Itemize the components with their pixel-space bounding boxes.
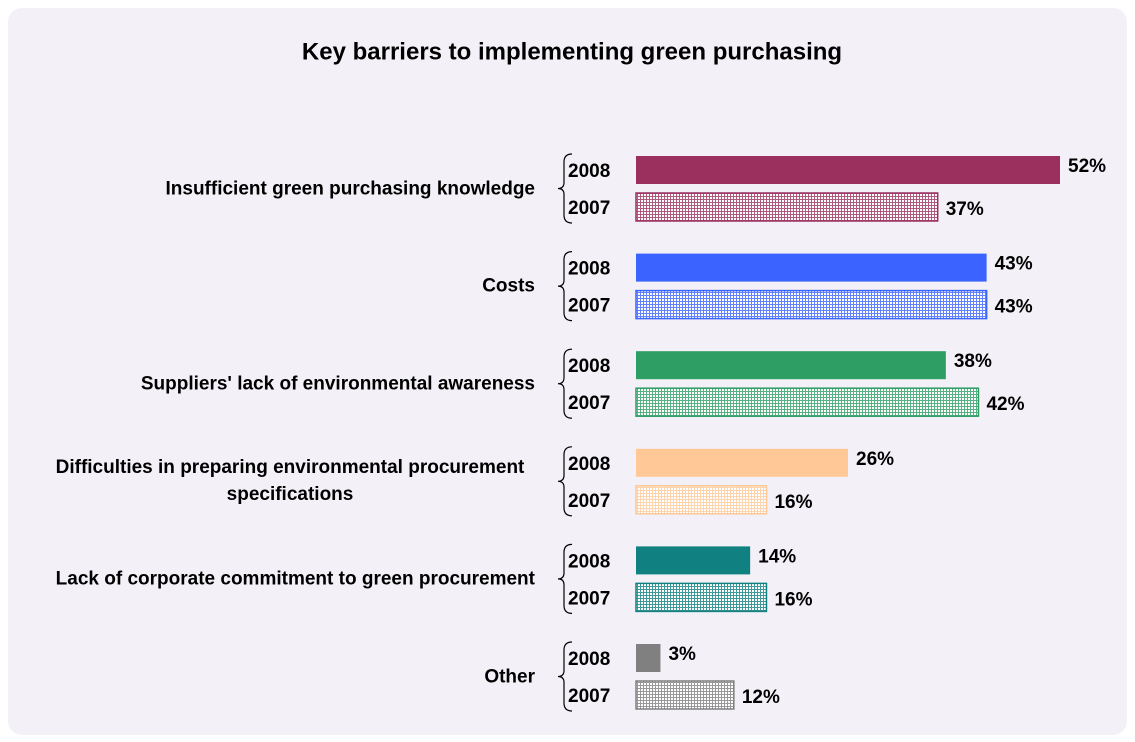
category-label: Other — [15, 663, 535, 690]
category-label: Lack of corporate commitment to green pr… — [15, 565, 535, 592]
series-label: 2008 — [568, 454, 610, 475]
series-label: 2007 — [568, 296, 610, 317]
series-label: 2008 — [568, 259, 610, 280]
brace — [557, 153, 573, 224]
value-label: 43% — [995, 297, 1033, 318]
value-label: 42% — [986, 394, 1024, 415]
panel — [8, 8, 1127, 735]
value-label: 12% — [742, 687, 780, 708]
category-label: Difficulties in preparing environmental … — [15, 454, 535, 508]
category-label: Costs — [15, 273, 535, 300]
bar — [636, 351, 946, 380]
category-text: Suppliers' lack of environmental awarene… — [140, 373, 535, 395]
series-label: 2008 — [568, 649, 610, 670]
chart-title: Key barriers to implementing green purch… — [302, 38, 842, 65]
series-label: 2007 — [568, 686, 610, 707]
category-text: Insufficient green purchasing knowledge — [165, 178, 536, 199]
series-label: 2007 — [568, 198, 610, 219]
bar — [635, 192, 939, 222]
bar — [636, 546, 751, 575]
bar — [635, 289, 988, 320]
value-label: 16% — [774, 589, 812, 610]
series-label: 2007 — [568, 491, 610, 512]
value-label: 16% — [774, 492, 812, 513]
category-label: Insufficient green purchasing knowledge — [15, 175, 536, 202]
bar — [636, 448, 848, 477]
bar — [635, 680, 735, 710]
brace — [557, 251, 573, 322]
value-label: 3% — [668, 644, 696, 665]
value-label: 38% — [954, 351, 992, 372]
value-label: 14% — [758, 546, 796, 567]
brace — [557, 543, 573, 614]
bar — [635, 485, 768, 515]
bar — [635, 387, 980, 417]
category-text: Lack of corporate commitment to green pr… — [55, 568, 535, 590]
category-text: Costs — [482, 275, 535, 297]
value-label: 52% — [1068, 156, 1106, 177]
series-label: 2008 — [568, 551, 610, 572]
value-label: 43% — [995, 254, 1033, 275]
value-label: 37% — [946, 199, 984, 220]
category-text: Other — [484, 666, 535, 687]
brace — [557, 641, 573, 712]
category-text: Difficulties in preparing environmental … — [55, 457, 525, 506]
series-label: 2007 — [568, 393, 610, 414]
brace — [557, 446, 573, 517]
brace — [557, 348, 573, 419]
series-label: 2008 — [568, 356, 610, 377]
series-label: 2008 — [568, 161, 610, 182]
bar — [635, 582, 768, 613]
bar — [636, 644, 661, 672]
series-label: 2007 — [568, 588, 610, 609]
value-label: 26% — [856, 449, 894, 470]
category-label: Suppliers' lack of environmental awarene… — [15, 370, 535, 397]
bar — [636, 156, 1060, 184]
bar — [636, 253, 987, 282]
